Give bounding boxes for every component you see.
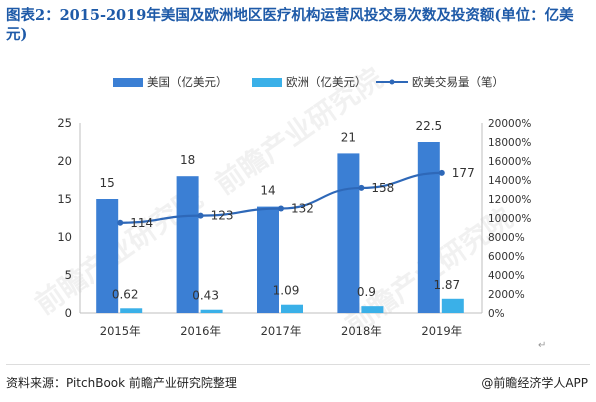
bar-label-us: 15 xyxy=(100,176,115,190)
bar-eu xyxy=(281,304,303,313)
x-tick-label: 2019年 xyxy=(421,324,462,338)
trend-label: 123 xyxy=(211,209,234,223)
left-tick-label: 25 xyxy=(57,116,72,130)
trend-point xyxy=(117,219,124,226)
bar-label-eu: 0.62 xyxy=(112,287,139,301)
bar-label-us: 18 xyxy=(180,153,195,167)
right-tick-label: 2000% xyxy=(488,289,525,301)
bar-label-us: 14 xyxy=(260,184,275,198)
x-tick-label: 2018年 xyxy=(341,324,382,338)
legend-label-us: 美国（亿美元） xyxy=(147,75,228,89)
legend: 美国（亿美元） 欧洲（亿美元） 欧美交易量（笔） xyxy=(113,75,504,89)
trend-label: 114 xyxy=(130,216,153,230)
left-tick-label: 0 xyxy=(65,306,72,320)
right-tick-label: 0% xyxy=(488,308,505,320)
left-tick-label: 5 xyxy=(65,268,72,282)
x-tick-label: 2017年 xyxy=(261,324,302,338)
bar-label-eu: 1.09 xyxy=(273,284,300,298)
bar-eu xyxy=(120,308,143,313)
trend-label: 132 xyxy=(291,202,314,216)
bar-label-us: 22.5 xyxy=(415,119,442,133)
left-tick-label: 20 xyxy=(57,154,72,168)
chart-title: 图表2：2015-2019年美国及欧洲地区医疗机构运营风投交易次数及投资额(单位… xyxy=(6,7,574,43)
bar-us xyxy=(96,199,119,313)
right-tick-label: 8000% xyxy=(488,232,525,244)
data-labels: 15 0.62 18 0.43 14 1.09 21 0.9 22.5 1.87 114 123 132… xyxy=(100,119,475,303)
bar-us xyxy=(417,142,440,313)
legend-label-eu: 欧洲（亿美元） xyxy=(286,75,367,89)
trend-point xyxy=(438,169,445,176)
right-tick-label: 6000% xyxy=(488,251,525,263)
x-tick-label: 2016年 xyxy=(180,324,221,338)
bar-eu xyxy=(200,309,223,313)
right-tick-label: 4000% xyxy=(488,270,525,282)
right-tick-label: 12000% xyxy=(488,194,531,206)
return-mark: ↵ xyxy=(538,340,547,351)
bar-label-eu: 1.87 xyxy=(433,278,460,292)
x-tick-label: 2015年 xyxy=(100,324,141,338)
right-tick-label: 18000% xyxy=(488,137,531,149)
legend-swatch-eu xyxy=(252,78,282,87)
bar-eu xyxy=(361,306,384,313)
source-note: 资料来源：PitchBook 前瞻产业研究院整理 xyxy=(6,376,237,390)
bar-label-us: 21 xyxy=(341,130,356,144)
bar-eu xyxy=(441,298,464,313)
trend-line xyxy=(117,169,445,226)
right-tick-label: 10000% xyxy=(488,213,531,225)
left-tick-label: 10 xyxy=(57,230,72,244)
right-tick-label: 20000% xyxy=(488,118,531,130)
legend-label-trade: 欧美交易量（笔） xyxy=(412,75,504,89)
legend-marker-trade xyxy=(389,79,395,85)
bar-us xyxy=(257,206,279,313)
trend-point xyxy=(278,205,284,212)
axes: 0 5 10 15 20 25 0% 2000% 4000% 6000% 8000% 10000% 12… xyxy=(57,116,531,338)
left-tick-label: 15 xyxy=(57,192,72,206)
legend-swatch-us xyxy=(113,78,143,87)
bar-label-eu: 0.9 xyxy=(357,285,376,299)
bars xyxy=(96,142,464,313)
bar-us xyxy=(176,176,199,313)
bar-label-eu: 0.43 xyxy=(192,289,219,303)
trend-label: 177 xyxy=(452,166,475,180)
trend-label: 158 xyxy=(371,181,394,195)
brand-note: @前瞻经济学人APP xyxy=(481,376,588,390)
footer-divider xyxy=(6,364,590,365)
right-tick-label: 16000% xyxy=(488,156,531,168)
trend-point xyxy=(358,184,365,191)
trend-point xyxy=(197,212,204,219)
right-tick-label: 14000% xyxy=(488,175,531,187)
bar-us xyxy=(337,153,360,313)
